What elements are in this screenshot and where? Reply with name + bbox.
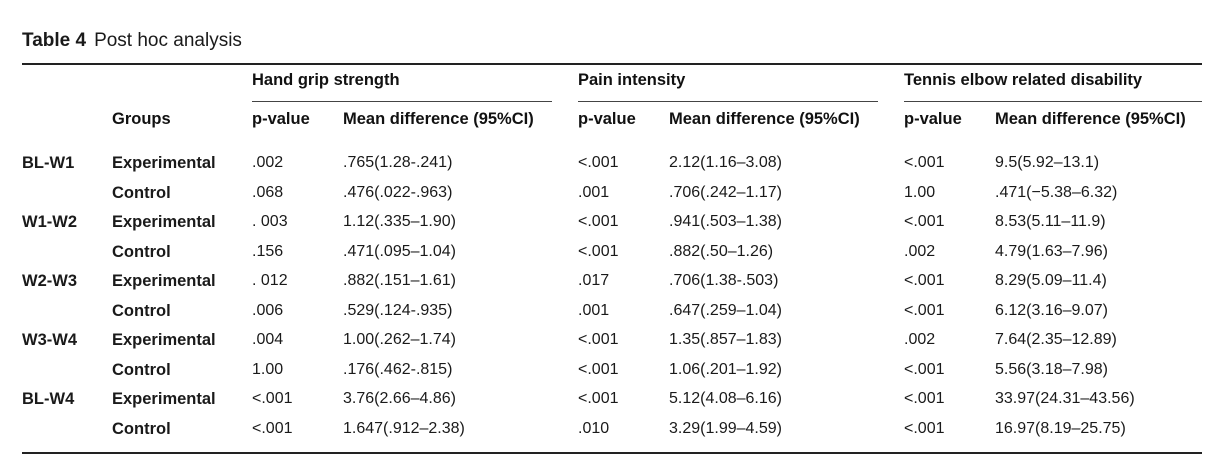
- tennis-md-cell: 4.79(1.63–7.96): [995, 242, 1108, 260]
- period-cell: BL-W4: [22, 390, 75, 408]
- tennis-p-cell: <.001: [904, 213, 945, 230]
- hand-grip-p-cell: .068: [252, 183, 284, 201]
- tennis-md-cell: 5.56(3.18–7.98): [995, 360, 1108, 378]
- hand-grip-md-cell: .765(1.28-.241): [343, 154, 453, 171]
- hand-grip-md-cell: .471(.095–1.04): [343, 242, 456, 260]
- pain-md-cell: 1.35(.857–1.83): [669, 331, 782, 348]
- pain-md-cell: .706(1.38-.503): [669, 272, 779, 289]
- group-cell: Experimental: [112, 213, 216, 231]
- hand-grip-md-cell: 1.647(.912–2.38): [343, 419, 465, 437]
- tennis-md-cell: 8.29(5.09–11.4): [995, 272, 1107, 289]
- tennis-p-cell: 1.00: [904, 183, 936, 201]
- pain-p-cell: <.001: [578, 360, 619, 378]
- tennis-p-cell: .002: [904, 242, 936, 260]
- period-cell: BL-W1: [22, 154, 75, 172]
- pain-p-cell: <.001: [578, 390, 619, 407]
- group-cell: Control: [112, 419, 171, 438]
- hand-grip-md-cell: 1.12(.335–1.90): [343, 213, 456, 230]
- header-te-md: Mean difference (95%CI): [995, 110, 1186, 128]
- hand-grip-p-cell: .002: [252, 154, 284, 171]
- hand-grip-p-cell: <.001: [252, 419, 293, 437]
- header-pi-p: p-value: [578, 110, 636, 128]
- hand-grip-p-cell: .156: [252, 242, 284, 260]
- pain-p-cell: <.001: [578, 154, 619, 171]
- pain-p-cell: .017: [578, 272, 610, 289]
- hand-grip-p-cell: . 012: [252, 272, 288, 289]
- tennis-p-cell: <.001: [904, 154, 945, 171]
- header-tennis: Tennis elbow related disability: [904, 71, 1143, 89]
- period-cell: W2-W3: [22, 272, 77, 290]
- group-cell: Control: [112, 242, 171, 261]
- table-caption: Table 4 Post hoc analysis: [22, 30, 242, 52]
- tennis-rule: [904, 101, 1202, 102]
- top-rule: [22, 63, 1202, 65]
- pain-p-cell: .001: [578, 301, 610, 319]
- hand-grip-p-cell: .004: [252, 331, 284, 348]
- tennis-p-cell: <.001: [904, 419, 945, 437]
- pain-md-cell: 3.29(1.99–4.59): [669, 419, 782, 437]
- tennis-md-cell: 33.97(24.31–43.56): [995, 390, 1135, 407]
- pain-p-cell: <.001: [578, 242, 619, 260]
- pain-md-cell: .647(.259–1.04): [669, 301, 782, 319]
- pain-rule: [578, 101, 878, 102]
- pain-md-cell: 1.06(.201–1.92): [669, 360, 782, 378]
- tennis-md-cell: 6.12(3.16–9.07): [995, 301, 1108, 319]
- pain-md-cell: 5.12(4.08–6.16): [669, 390, 782, 407]
- hand-grip-p-cell: . 003: [252, 213, 288, 230]
- tennis-md-cell: 9.5(5.92–13.1): [995, 154, 1100, 171]
- table-title: Post hoc analysis: [94, 30, 242, 51]
- hand-grip-p-cell: 1.00: [252, 360, 284, 378]
- tennis-md-cell: 7.64(2.35–12.89): [995, 331, 1117, 348]
- hand-grip-md-cell: .476(.022-.963): [343, 183, 453, 201]
- pain-md-cell: .941(.503–1.38): [669, 213, 782, 230]
- period-cell: W1-W2: [22, 213, 77, 231]
- pain-p-cell: .001: [578, 183, 610, 201]
- hand-grip-p-cell: .006: [252, 301, 284, 319]
- bottom-rule: [22, 452, 1202, 454]
- pain-md-cell: .706(.242–1.17): [669, 183, 782, 201]
- period-cell: W3-W4: [22, 331, 77, 349]
- tennis-p-cell: <.001: [904, 360, 945, 378]
- pain-p-cell: <.001: [578, 331, 619, 348]
- group-cell: Experimental: [112, 272, 216, 290]
- group-cell: Experimental: [112, 154, 216, 172]
- header-hg-p: p-value: [252, 110, 310, 128]
- pain-md-cell: 2.12(1.16–3.08): [669, 154, 782, 171]
- table-label: Table 4: [22, 30, 87, 51]
- hand-grip-md-cell: 1.00(.262–1.74): [343, 331, 456, 348]
- header-hand-grip: Hand grip strength: [252, 71, 400, 89]
- tennis-p-cell: .002: [904, 331, 936, 348]
- header-hg-md: Mean difference (95%CI): [343, 110, 534, 128]
- tennis-p-cell: <.001: [904, 272, 945, 289]
- tennis-md-cell: 16.97(8.19–25.75): [995, 419, 1126, 437]
- hand-grip-md-cell: .529(.124-.935): [343, 301, 453, 319]
- group-cell: Control: [112, 360, 171, 379]
- hand-grip-md-cell: 3.76(2.66–4.86): [343, 390, 456, 407]
- group-cell: Experimental: [112, 390, 216, 408]
- header-te-p: p-value: [904, 110, 962, 128]
- hand-grip-rule: [252, 101, 552, 102]
- group-cell: Experimental: [112, 331, 216, 349]
- hand-grip-p-cell: <.001: [252, 390, 293, 407]
- pain-p-cell: <.001: [578, 213, 619, 230]
- tennis-p-cell: <.001: [904, 301, 945, 319]
- group-cell: Control: [112, 301, 171, 320]
- header-pain: Pain intensity: [578, 71, 686, 89]
- tennis-md-cell: 8.53(5.11–11.9): [995, 213, 1106, 230]
- hand-grip-md-cell: .882(.151–1.61): [343, 272, 456, 289]
- group-cell: Control: [112, 183, 171, 202]
- hand-grip-md-cell: .176(.462-.815): [343, 360, 453, 378]
- pain-p-cell: .010: [578, 419, 610, 437]
- tennis-md-cell: .471(−5.38–6.32): [995, 183, 1118, 201]
- tennis-p-cell: <.001: [904, 390, 945, 407]
- header-groups: Groups: [112, 110, 171, 128]
- header-pi-md: Mean difference (95%CI): [669, 110, 860, 128]
- pain-md-cell: .882(.50–1.26): [669, 242, 774, 260]
